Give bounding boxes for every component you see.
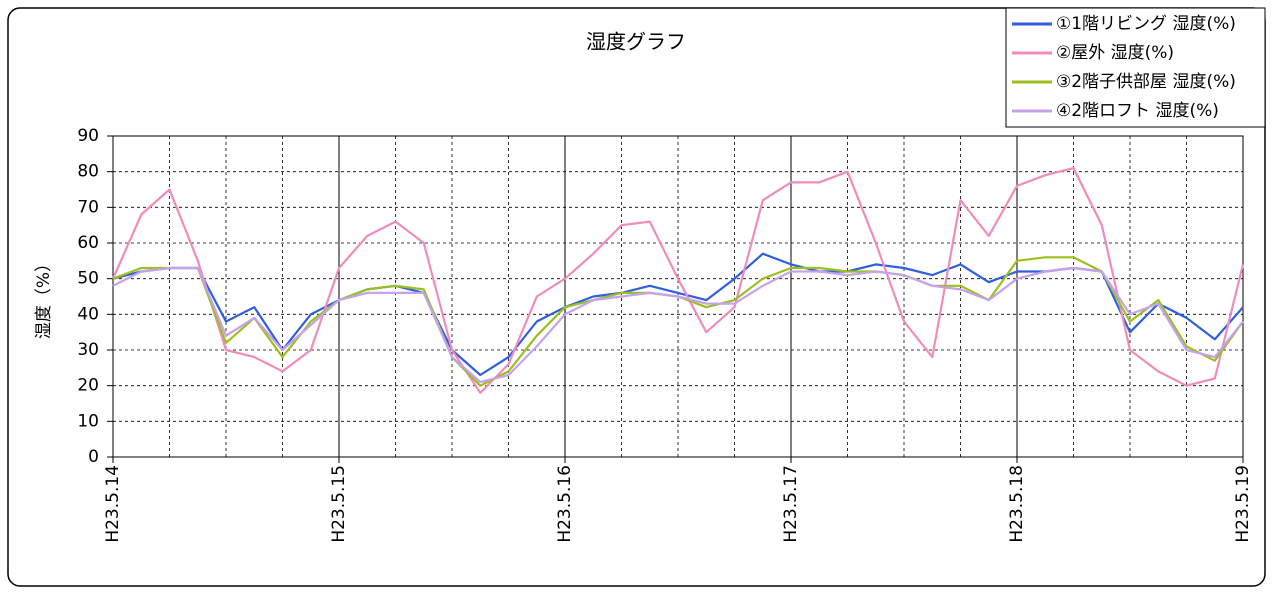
y-tick-label: 10 xyxy=(77,411,99,431)
x-tick-label: H23.5.17 xyxy=(781,465,801,543)
y-tick-label: 0 xyxy=(88,447,99,467)
x-tick-label: H23.5.15 xyxy=(329,465,349,543)
y-tick-label: 50 xyxy=(77,269,99,289)
legend-label: ④2階ロフト 湿度(%) xyxy=(1056,101,1219,121)
x-tick-label: H23.5.19 xyxy=(1233,465,1253,543)
y-tick-label: 30 xyxy=(77,340,99,360)
legend-label: ③2階子供部屋 湿度(%) xyxy=(1056,72,1236,92)
chart-title: 湿度グラフ xyxy=(586,30,686,54)
y-tick-label: 60 xyxy=(77,233,99,253)
y-tick-label: 80 xyxy=(77,162,99,182)
legend-label: ①1階リビング 湿度(%) xyxy=(1056,14,1236,34)
legend-label: ②屋外 湿度(%) xyxy=(1056,43,1174,63)
series-line xyxy=(111,167,1245,394)
x-tick-label: H23.5.16 xyxy=(555,465,575,543)
y-tick-label: 70 xyxy=(77,197,99,217)
series-line xyxy=(112,266,1244,384)
x-tick-label: H23.5.14 xyxy=(103,465,123,543)
legend xyxy=(1005,7,1266,128)
y-tick-label: 20 xyxy=(77,376,99,396)
y-tick-label: 90 xyxy=(77,126,99,146)
y-tick-label: 40 xyxy=(77,304,99,324)
y-axis-label: 湿度（%） xyxy=(34,255,54,339)
x-tick-label: H23.5.18 xyxy=(1007,465,1027,543)
